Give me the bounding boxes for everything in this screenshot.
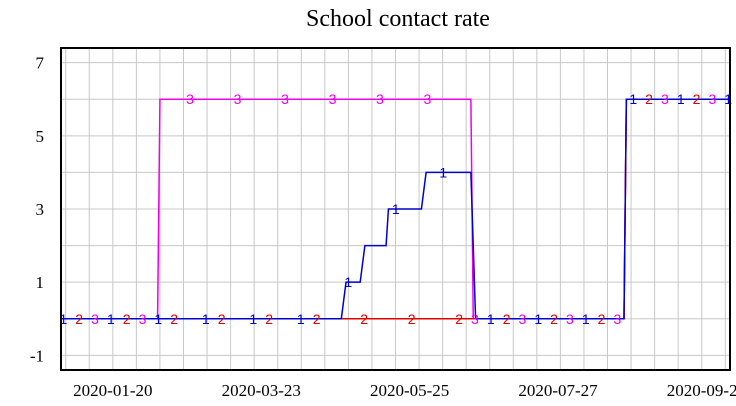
series-1-marker: 1 — [629, 91, 637, 107]
series-2-marker: 2 — [645, 91, 653, 107]
series-2-marker: 2 — [693, 91, 701, 107]
series-1-marker: 1 — [202, 311, 210, 327]
series-2-marker: 2 — [408, 311, 416, 327]
series-2-marker: 2 — [503, 311, 511, 327]
x-tick-label: 2020-05-25 — [370, 381, 449, 400]
series-1-marker: 1 — [677, 91, 685, 107]
chart-title: School contact rate — [306, 6, 490, 32]
series-3-marker: 3 — [424, 91, 432, 107]
series-2-marker: 2 — [550, 311, 558, 327]
y-tick-label: 3 — [36, 200, 45, 219]
x-tick-label: 2020-03-23 — [222, 381, 301, 400]
series-3-marker: 3 — [708, 91, 716, 107]
series-1-marker: 1 — [107, 311, 115, 327]
series-3-marker: 3 — [91, 311, 99, 327]
series-2-marker: 2 — [218, 311, 226, 327]
series-2-marker: 2 — [313, 311, 321, 327]
series-1-marker: 1 — [297, 311, 305, 327]
series-2-marker: 2 — [598, 311, 606, 327]
series-1-marker: 1 — [344, 274, 352, 290]
y-tick-label: 1 — [36, 273, 45, 292]
y-tick-labels: -1 1 3 5 7 — [30, 54, 45, 366]
series-3-marker: 3 — [329, 91, 337, 107]
series-2-marker: 2 — [123, 311, 131, 327]
series-3-marker: 3 — [376, 91, 384, 107]
series-1-marker: 1 — [59, 311, 67, 327]
series-3-marker: 3 — [139, 311, 147, 327]
series-3-marker: 3 — [519, 311, 527, 327]
y-tick-label: 5 — [36, 127, 45, 146]
series-1-line — [61, 98, 730, 320]
series-3-marker: 3 — [566, 311, 574, 327]
series-1-marker: 1 — [154, 311, 162, 327]
series-3-marker: 3 — [614, 311, 622, 327]
y-tick-label: -1 — [30, 346, 44, 365]
series-1-marker: 1 — [487, 311, 495, 327]
series-1-marker: 1 — [582, 311, 590, 327]
x-tick-label: 2020-01-20 — [73, 381, 152, 400]
series-3-marker: 3 — [186, 91, 194, 107]
series-2-marker: 2 — [455, 311, 463, 327]
series-1-marker: 1 — [724, 91, 732, 107]
series-1-marker: 1 — [439, 164, 447, 180]
series-2-marker: 2 — [265, 311, 273, 327]
y-tick-label: 7 — [36, 54, 45, 73]
series-1-marker: 1 — [249, 311, 257, 327]
x-tick-label: 2020-09-28 — [667, 381, 736, 400]
series-3-marker: 3 — [281, 91, 289, 107]
series-3-marker: 3 — [471, 311, 479, 327]
series-3-marker: 3 — [234, 91, 242, 107]
plot-border — [60, 47, 731, 371]
x-tick-labels: 2020-01-20 2020-03-23 2020-05-25 2020-07-27… — [73, 381, 736, 400]
series-2-marker: 2 — [360, 311, 368, 327]
series-2-marker: 2 — [170, 311, 178, 327]
series-1-marker: 1 — [392, 201, 400, 217]
series-3-marker: 3 — [661, 91, 669, 107]
series-1-marker: 1 — [534, 311, 542, 327]
x-tick-label: 2020-07-27 — [518, 381, 598, 400]
series-2-marker: 2 — [75, 311, 83, 327]
